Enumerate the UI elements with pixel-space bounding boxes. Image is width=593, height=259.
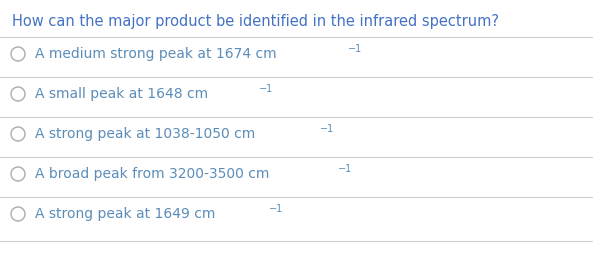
Text: A medium strong peak at 1674 cm: A medium strong peak at 1674 cm <box>35 47 276 61</box>
Text: −1: −1 <box>259 84 273 94</box>
Text: −1: −1 <box>339 164 353 174</box>
Text: A strong peak at 1038-1050 cm: A strong peak at 1038-1050 cm <box>35 127 255 141</box>
Text: −1: −1 <box>269 204 283 214</box>
Text: A strong peak at 1649 cm: A strong peak at 1649 cm <box>35 207 215 221</box>
Text: How can the major product be identified in the infrared spectrum?: How can the major product be identified … <box>12 14 499 29</box>
Text: A small peak at 1648 cm: A small peak at 1648 cm <box>35 87 208 101</box>
Text: −1: −1 <box>347 44 362 54</box>
Text: A broad peak from 3200-3500 cm: A broad peak from 3200-3500 cm <box>35 167 269 181</box>
Text: −1: −1 <box>320 124 334 134</box>
